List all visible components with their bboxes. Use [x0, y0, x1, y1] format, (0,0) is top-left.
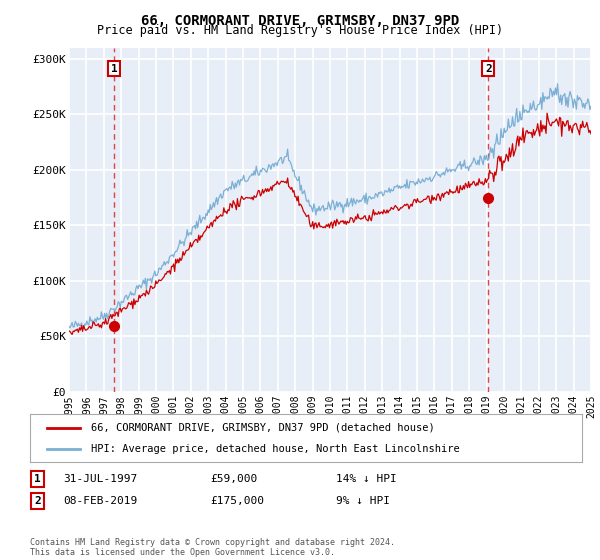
- Text: 1: 1: [110, 64, 117, 74]
- Text: 66, CORMORANT DRIVE, GRIMSBY, DN37 9PD (detached house): 66, CORMORANT DRIVE, GRIMSBY, DN37 9PD (…: [91, 423, 434, 433]
- Text: 9% ↓ HPI: 9% ↓ HPI: [336, 496, 390, 506]
- Text: £59,000: £59,000: [210, 474, 257, 484]
- Text: 2: 2: [485, 64, 492, 74]
- Text: HPI: Average price, detached house, North East Lincolnshire: HPI: Average price, detached house, Nort…: [91, 444, 460, 454]
- Text: Contains HM Land Registry data © Crown copyright and database right 2024.
This d: Contains HM Land Registry data © Crown c…: [30, 538, 395, 557]
- Text: 66, CORMORANT DRIVE, GRIMSBY, DN37 9PD: 66, CORMORANT DRIVE, GRIMSBY, DN37 9PD: [141, 14, 459, 28]
- Text: 31-JUL-1997: 31-JUL-1997: [63, 474, 137, 484]
- Text: £175,000: £175,000: [210, 496, 264, 506]
- Text: Price paid vs. HM Land Registry's House Price Index (HPI): Price paid vs. HM Land Registry's House …: [97, 24, 503, 37]
- Text: 2: 2: [34, 496, 41, 506]
- Text: 14% ↓ HPI: 14% ↓ HPI: [336, 474, 397, 484]
- Text: 08-FEB-2019: 08-FEB-2019: [63, 496, 137, 506]
- Text: 1: 1: [34, 474, 41, 484]
